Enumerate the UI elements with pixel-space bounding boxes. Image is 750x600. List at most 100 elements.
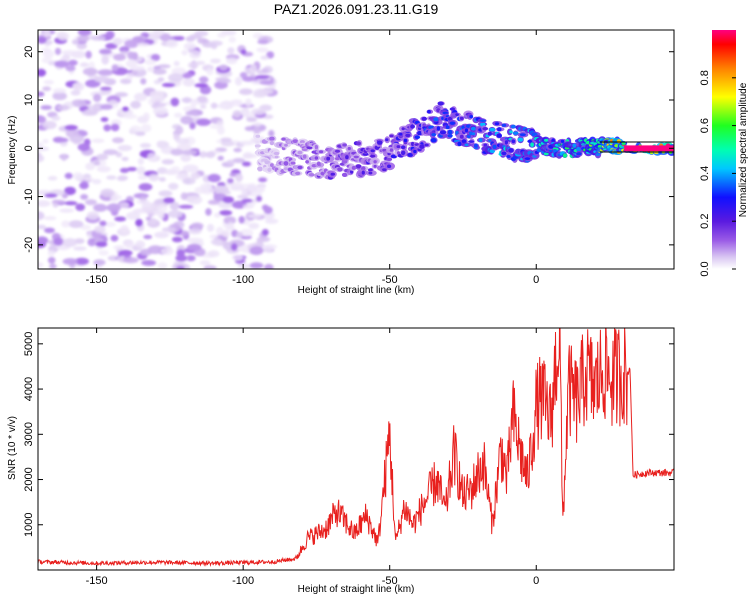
noise-cell [261,229,269,236]
noise-cell [170,148,184,156]
ridge-cell [314,156,319,160]
noise-cell [257,88,274,95]
noise-cell [61,220,70,228]
ridge-cell [576,152,582,156]
ridge-cell [376,140,383,145]
x-tick-label: -150 [86,274,108,286]
noise-cell [126,167,138,172]
ridge-cell [421,116,427,121]
noise-cell [241,161,252,167]
ridge-cell [398,132,404,136]
noise-cell [157,204,168,213]
noise-cell [186,243,202,251]
noise-cell [106,203,121,213]
ridge-cell [464,128,469,133]
noise-cell [248,222,260,230]
noise-cell [259,80,274,85]
ridge-cell [284,143,288,147]
ridge-cell [342,143,347,147]
noise-cell [40,105,52,110]
ridge-cell [488,139,492,142]
noise-cell [53,237,64,246]
ridge-cell [306,146,313,150]
noise-cell [92,178,102,185]
ridge-cell [470,126,477,131]
noise-cell [93,203,108,212]
noise-cell [80,194,89,200]
x-tick-label: -50 [382,575,398,587]
ridge-cell [447,129,453,135]
noise-cell [124,39,139,49]
noise-cell [80,224,91,231]
noise-cell [158,177,166,182]
noise-cell [190,222,204,230]
noise-cell [180,153,191,162]
noise-cell [180,192,188,200]
noise-cell [49,263,57,269]
noise-cell [233,147,242,153]
ridge-cell [295,171,301,176]
colorbar-tick-label: 0.0 [699,261,711,276]
noise-cell [169,201,180,211]
noise-cell [232,110,242,118]
noise-cell [148,98,156,106]
noise-cell [237,194,249,199]
ridge-cell [273,151,280,156]
ridge-cell [305,160,309,164]
ridge-cell [479,119,486,122]
noise-cell [185,111,198,116]
noise-cell [134,208,144,214]
noise-cell [121,156,129,162]
noise-cell [96,153,109,161]
ridge-cell [445,125,450,130]
noise-cell [137,175,148,180]
ridge-cell [281,137,286,141]
noise-cell [41,47,51,53]
ridge-cell [370,149,375,153]
noise-cell [240,49,247,55]
noise-cell [268,129,275,138]
noise-cell [97,69,114,76]
ridge-cell [382,168,387,172]
noise-cell [123,257,139,264]
x-tick-label: -100 [232,575,254,587]
noise-cell [79,181,89,190]
noise-cell [175,254,188,262]
noise-cell [141,202,155,211]
noise-cell [56,104,70,111]
noise-cell [130,125,142,133]
noise-cell [135,131,146,137]
noise-cell [247,213,262,219]
ridge-cell [471,132,476,136]
noise-cell [59,208,75,213]
noise-cell [187,195,203,205]
ridge-cell [255,134,261,138]
noise-cell [136,42,150,47]
ridge-cell [487,131,492,136]
noise-cell [232,157,246,164]
noise-cell [120,51,129,56]
y-tick-label: -20 [23,237,35,253]
chart-title: PAZ1.2026.091.23.11.G19 [274,1,439,17]
noise-cell [207,199,220,205]
ridge-cell [543,152,549,156]
ridge-cell [292,139,299,144]
ridge-cell [351,165,356,170]
ridge-cell [283,167,289,171]
noise-cell [90,35,106,41]
noise-cell [114,92,128,98]
ridge-cell [396,151,401,155]
ridge-cell [297,150,303,155]
ridge-cell [459,116,464,120]
noise-cell [134,92,148,102]
noise-cell [94,76,110,83]
ridge-cell [411,141,415,147]
noise-cell [91,138,105,144]
ridge-cells [253,101,674,180]
noise-cell [221,140,235,147]
ridge-cell [302,154,307,159]
noise-cell [241,198,253,203]
noise-cells [38,30,279,269]
ridge-cell [447,116,453,121]
noise-cell [190,99,197,108]
